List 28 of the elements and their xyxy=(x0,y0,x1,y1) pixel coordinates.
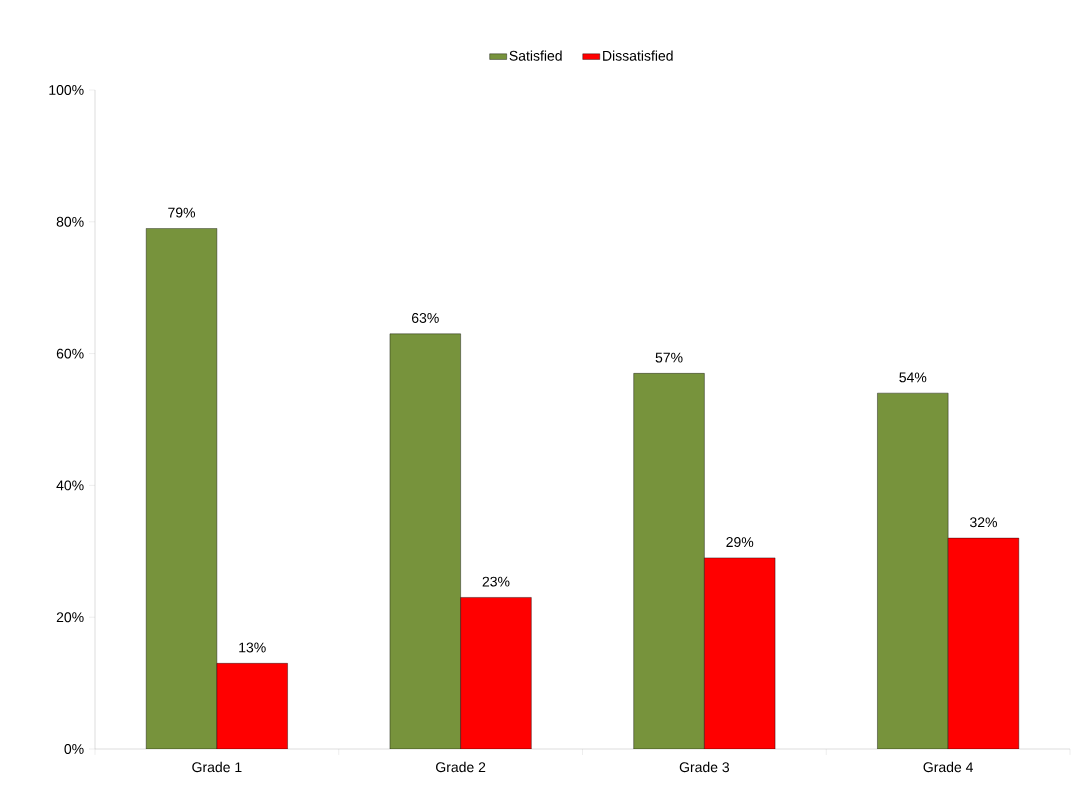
y-tick-label: 0% xyxy=(64,744,84,754)
y-tick-label: 100% xyxy=(49,85,84,95)
bar xyxy=(947,537,1020,749)
data-label: 23% xyxy=(482,576,510,587)
y-tick-label: 60% xyxy=(56,348,84,359)
x-tick-label: Grade 3 xyxy=(679,761,730,773)
bar xyxy=(460,597,532,749)
data-label: 57% xyxy=(655,352,683,363)
data-label: 29% xyxy=(726,537,754,548)
bar xyxy=(145,228,218,749)
bar xyxy=(704,557,776,749)
x-tick-label: Grade 2 xyxy=(436,761,486,773)
x-tick-label: Grade 4 xyxy=(923,761,973,773)
bar xyxy=(633,373,705,749)
y-tick-label: 40% xyxy=(56,480,84,491)
data-label: 63% xyxy=(411,313,439,323)
data-label: 54% xyxy=(899,372,927,383)
y-tick-label: 80% xyxy=(56,216,84,227)
legend-label: Dissatisfied xyxy=(603,50,673,61)
bar xyxy=(216,663,288,749)
legend-label: Satisfied xyxy=(509,50,562,61)
bar xyxy=(877,392,949,749)
x-tick-label: Grade 1 xyxy=(192,761,242,773)
bar xyxy=(389,333,461,749)
data-label: 79% xyxy=(168,207,196,218)
y-tick-label: 20% xyxy=(56,612,84,623)
data-label: 13% xyxy=(239,642,266,653)
data-label: 32% xyxy=(970,517,997,528)
